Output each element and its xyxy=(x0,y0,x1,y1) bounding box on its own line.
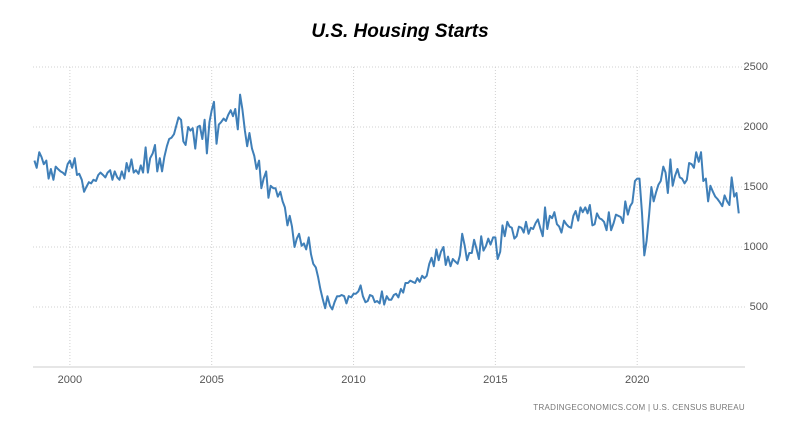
chart-title: U.S. Housing Starts xyxy=(311,21,488,42)
y-tick-label: 500 xyxy=(750,301,768,313)
y-tick-label: 1000 xyxy=(744,241,768,253)
x-tick-label: 2020 xyxy=(625,374,649,386)
x-tick-label: 2015 xyxy=(483,374,507,386)
y-tick-label: 2500 xyxy=(744,61,768,73)
y-tick-label: 2000 xyxy=(744,121,768,133)
x-tick-label: 2010 xyxy=(341,374,365,386)
series-line xyxy=(33,93,740,311)
x-tick-label: 2000 xyxy=(58,374,82,386)
x-tick-label: 2005 xyxy=(199,374,223,386)
y-tick-label: 1500 xyxy=(744,181,768,193)
source: TRADINGECONOMICS.COM | U.S. CENSUS BUREA… xyxy=(533,403,745,412)
